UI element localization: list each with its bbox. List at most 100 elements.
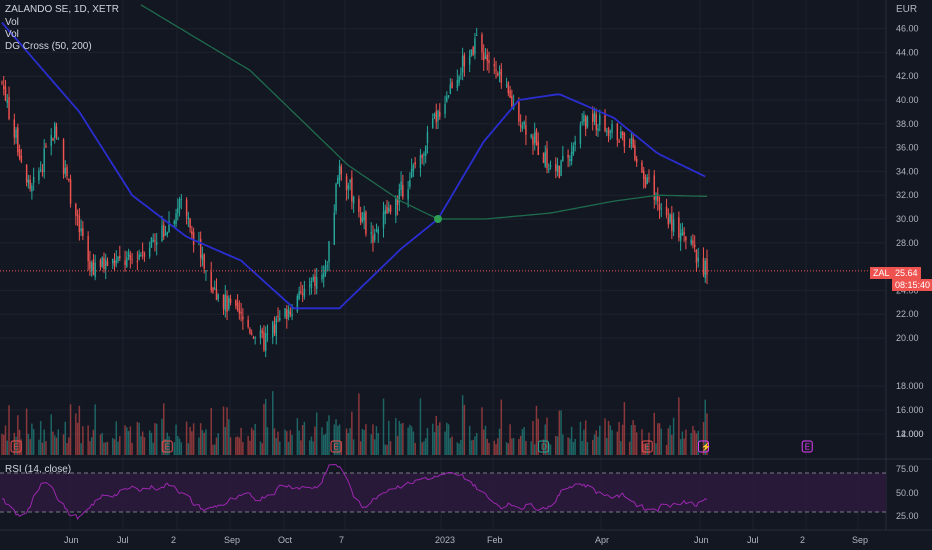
time-tick-label: 7	[339, 535, 344, 545]
volume-bar	[119, 436, 121, 455]
candle-body	[124, 260, 126, 266]
candle-body	[693, 244, 696, 248]
volume-bar	[138, 422, 140, 455]
candle-body	[616, 123, 619, 140]
volume-bar	[347, 433, 350, 455]
candle-body	[396, 197, 399, 205]
candle-body	[238, 308, 241, 314]
candle-body	[495, 69, 497, 71]
volume-bar	[493, 440, 496, 455]
candle-body	[692, 240, 694, 245]
volume-bar	[272, 391, 274, 455]
golden-cross-marker[interactable]	[434, 215, 443, 223]
candle-body	[25, 164, 28, 183]
candle-body	[119, 256, 121, 259]
indicator-dg-cross[interactable]: DG Cross (50, 200)	[5, 41, 92, 52]
volume-bar	[27, 434, 30, 455]
volume-bar	[349, 428, 351, 455]
candle-body	[372, 235, 374, 243]
volume-bar	[112, 438, 114, 455]
volume-bar	[460, 439, 462, 455]
volume-bar	[337, 425, 339, 455]
candle-body	[447, 95, 450, 97]
event-marker[interactable]	[801, 440, 813, 453]
event-marker[interactable]	[537, 440, 549, 453]
volume-bar	[695, 433, 698, 455]
volume-bar	[224, 426, 227, 455]
volume-bar	[569, 438, 571, 455]
candle-body	[90, 262, 93, 272]
volume-bar	[18, 429, 21, 455]
candle-body	[224, 294, 227, 311]
candle-body	[8, 96, 10, 119]
volume-bar	[301, 425, 304, 455]
indicator-vol-2[interactable]: Vol	[5, 29, 19, 40]
volume-bar	[402, 423, 404, 455]
candle-body	[27, 179, 30, 184]
event-marker[interactable]	[10, 440, 22, 453]
candle-body	[140, 254, 142, 257]
ma200-line	[140, 4, 708, 220]
time-tick-label: Jun	[694, 535, 709, 545]
candle-body	[41, 170, 44, 172]
candle-body	[154, 240, 156, 242]
volume-bar	[175, 424, 177, 455]
event-marker[interactable]	[161, 440, 173, 453]
candle-body	[31, 185, 33, 192]
volume-bar	[192, 423, 195, 455]
candle-body	[530, 134, 532, 137]
candle-body	[458, 76, 460, 83]
candle-body	[648, 177, 650, 179]
candle-body	[599, 115, 601, 126]
candle-body	[468, 55, 471, 65]
volume-bar	[164, 438, 167, 455]
volume-bar	[525, 441, 527, 455]
volume-bar	[542, 439, 545, 455]
volume-bar	[509, 424, 511, 455]
volume-bar	[291, 434, 293, 455]
candle-body	[655, 194, 657, 201]
candle-body	[641, 162, 643, 173]
candle-body	[64, 168, 67, 174]
candle-body	[89, 261, 91, 269]
volume-bar	[456, 442, 459, 455]
price-tick-label: 42.00	[896, 71, 919, 81]
candle-body	[101, 257, 103, 267]
volume-bar	[210, 407, 212, 455]
candle-body	[284, 308, 286, 317]
rsi-label[interactable]: RSI (14, close)	[5, 464, 72, 475]
candle-body	[497, 73, 499, 76]
volume-bar	[658, 423, 661, 455]
event-marker[interactable]	[330, 440, 342, 453]
event-marker[interactable]	[641, 440, 653, 453]
candle-body	[82, 228, 84, 236]
candle-body	[177, 207, 179, 214]
candle-body	[667, 217, 670, 225]
candle-body	[301, 293, 304, 295]
candle-body	[567, 154, 569, 158]
time-tick-label: 2	[171, 535, 176, 545]
candle-body	[164, 233, 167, 236]
volume-bar	[127, 431, 130, 455]
volume-bar	[322, 434, 325, 455]
event-marker[interactable]	[697, 440, 709, 453]
candle-body	[104, 259, 107, 270]
candle-body	[574, 141, 576, 145]
volume-bar	[642, 443, 645, 455]
candle-body	[229, 298, 232, 303]
candle-body	[572, 145, 575, 154]
rsi-line	[1, 463, 708, 521]
volume-bar	[604, 418, 606, 455]
volume-bar	[185, 421, 188, 455]
candle-body	[298, 291, 300, 300]
volume-bar	[148, 430, 151, 455]
candle-body	[537, 141, 539, 156]
candle-body	[361, 217, 364, 222]
candle-body	[475, 35, 478, 37]
candle-body	[669, 214, 671, 223]
candle-body	[1, 81, 3, 83]
indicator-vol-1[interactable]: Vol	[5, 17, 19, 28]
candle-body	[215, 288, 218, 301]
volume-bar	[62, 434, 65, 455]
